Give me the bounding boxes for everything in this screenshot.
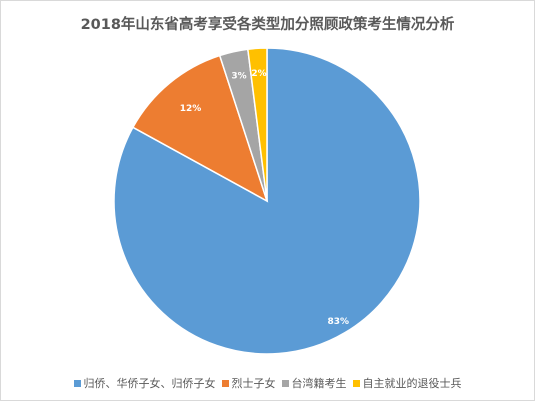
chart-legend: 归侨、华侨子女、归侨子女 烈士子女 台湾籍考生 自主就业的退役士兵 <box>1 375 534 391</box>
pie-chart: 83% 12% 3% 2% <box>113 47 421 355</box>
legend-item-4: 自主就业的退役士兵 <box>352 375 462 391</box>
legend-swatch-1 <box>73 379 81 387</box>
chart-title: 2018年山东省高考享受各类型加分照顾政策考生情况分析 <box>80 17 455 33</box>
legend-label-1: 归侨、华侨子女、归侨子女 <box>83 377 216 390</box>
legend-label-2: 烈士子女 <box>231 377 276 390</box>
slice-label-4: 2% <box>251 69 266 79</box>
legend-label-4: 自主就业的退役士兵 <box>362 377 462 390</box>
legend-swatch-3 <box>281 379 289 387</box>
pie-slice-4 <box>246 47 268 202</box>
legend-item-1: 归侨、华侨子女、归侨子女 <box>73 375 216 391</box>
legend-swatch-2 <box>221 379 229 387</box>
legend-item-2: 烈士子女 <box>221 375 276 391</box>
slice-label-3: 3% <box>231 72 246 82</box>
legend-label-3: 台湾籍考生 <box>291 377 347 390</box>
pie-slice-2 <box>131 54 269 203</box>
slice-label-1: 83% <box>327 317 349 327</box>
legend-swatch-4 <box>352 379 360 387</box>
slice-label-2: 12% <box>180 104 202 114</box>
legend-item-3: 台湾籍考生 <box>281 375 347 391</box>
